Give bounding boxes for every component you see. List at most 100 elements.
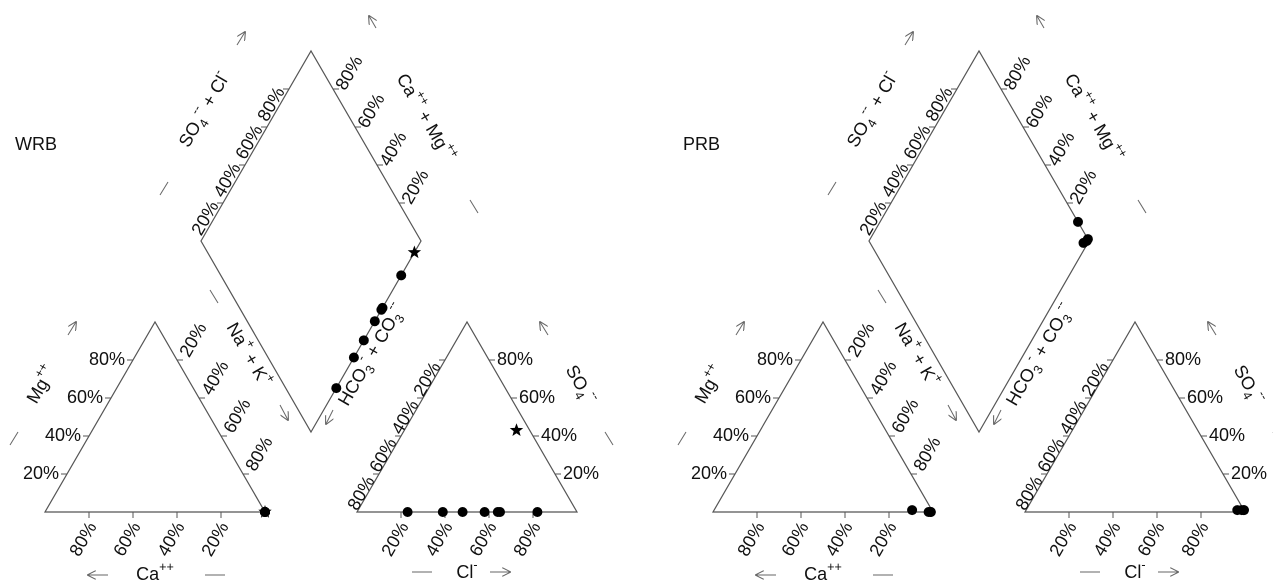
axis-title: SO4-- — [558, 360, 603, 410]
tick-label: 80% — [253, 83, 288, 124]
cation-triangle — [43, 320, 267, 513]
axis-arrow — [369, 16, 376, 29]
diamond-point — [377, 302, 388, 313]
tick-label: 80% — [909, 433, 944, 474]
axis-dash — [677, 431, 687, 446]
tick-label: 40% — [1043, 128, 1078, 169]
panel-label: PRB — [683, 134, 720, 154]
axis-arrow — [1037, 16, 1044, 29]
anion-point — [532, 507, 543, 517]
axis-arrow — [994, 409, 1001, 424]
cation-point — [907, 505, 918, 516]
tick-label: 40% — [713, 425, 749, 445]
tick-label: 60% — [465, 518, 500, 559]
tick-label: 20% — [175, 319, 210, 360]
axis-title: HCO3- + CO3-- — [999, 298, 1080, 411]
tick-label: 20% — [865, 518, 900, 559]
tick-label: 80% — [497, 349, 533, 369]
axis-dash — [469, 199, 479, 214]
tick-label: 80% — [343, 472, 378, 513]
anion-point — [1236, 505, 1247, 516]
tick-label: 80% — [921, 83, 956, 124]
axis-title: Ca++ — [136, 560, 174, 583]
axis-title: SO4-- + Cl- — [171, 67, 237, 153]
tick-label: 60% — [887, 395, 922, 436]
anion-point — [495, 507, 505, 517]
axis-dash — [159, 181, 169, 196]
tick-label: 80% — [241, 433, 276, 474]
tick-label: 40% — [375, 128, 410, 169]
tick-label: 20% — [1077, 358, 1112, 399]
tick-label: 20% — [843, 319, 878, 360]
tick-label: 20% — [187, 197, 222, 238]
tick-label: 20% — [397, 166, 432, 207]
tick-label: 20% — [855, 197, 890, 238]
tick-label: 60% — [899, 121, 934, 162]
tick-label: 60% — [1021, 90, 1056, 131]
tick-label: 80% — [1177, 518, 1212, 559]
anion-triangle — [355, 320, 579, 513]
cation-triangle — [711, 320, 935, 513]
diamond-point — [331, 383, 342, 394]
anion-point — [509, 423, 524, 436]
tick-label: 40% — [421, 518, 456, 559]
anion-point — [437, 507, 448, 517]
tick-label: 20% — [563, 463, 599, 483]
axis-title: HCO3- + CO3-- — [331, 298, 412, 411]
tick-label: 80% — [757, 349, 793, 369]
axis-dash — [604, 431, 614, 446]
tick-label: 40% — [153, 518, 188, 559]
axis-arrow — [67, 322, 76, 336]
axis-arrow — [1208, 322, 1217, 336]
axis-arrow — [540, 322, 549, 336]
axis-title: SO4-- — [1226, 360, 1271, 410]
tick-label: 20% — [1045, 518, 1080, 559]
axis-arrow — [236, 32, 245, 46]
tick-label: 80% — [1165, 349, 1201, 369]
axis-dash — [877, 289, 887, 304]
tick-label: 40% — [541, 425, 577, 445]
tick-label: 20% — [23, 463, 59, 483]
axis-title: Ca++ + Mg++ — [1061, 68, 1130, 165]
anion-triangle — [1023, 320, 1247, 513]
tick-label: 40% — [877, 159, 912, 200]
tick-label: 20% — [1065, 166, 1100, 207]
tick-label: 60% — [353, 90, 388, 131]
axis-title: SO4-- + Cl- — [839, 67, 905, 153]
cation-point — [258, 505, 272, 518]
tick-label: 60% — [219, 395, 254, 436]
diamond-point — [407, 245, 422, 259]
diamond — [200, 49, 422, 434]
tick-label: 20% — [409, 358, 444, 399]
axis-arrow — [947, 404, 956, 420]
diamond-point — [348, 352, 359, 363]
tick-label: 60% — [1133, 518, 1168, 559]
cation-point — [925, 507, 936, 517]
axis-arrow — [279, 404, 288, 420]
tick-label: 60% — [109, 518, 144, 559]
tick-label: 80% — [509, 518, 544, 559]
tick-label: 20% — [691, 463, 727, 483]
tick-label: 40% — [1089, 518, 1124, 559]
tick-label: 60% — [67, 387, 103, 407]
tick-label: 60% — [231, 121, 266, 162]
tick-label: 60% — [777, 518, 812, 559]
tick-label: 20% — [1231, 463, 1267, 483]
diamond-point — [1073, 216, 1083, 227]
tick-label: 80% — [1011, 472, 1046, 513]
tick-label: 40% — [1055, 396, 1090, 437]
tick-label: 80% — [999, 52, 1034, 93]
tick-label: 40% — [197, 357, 232, 398]
tick-label: 80% — [89, 349, 125, 369]
panel-label: WRB — [15, 134, 57, 154]
tick-label: 60% — [519, 387, 555, 407]
axis-arrow — [904, 32, 913, 46]
anion-point — [457, 507, 468, 517]
tick-label: 80% — [65, 518, 100, 559]
tick-label: 40% — [1209, 425, 1245, 445]
tick-label: 40% — [821, 518, 856, 559]
tick-label: 80% — [733, 518, 768, 559]
axis-dash — [1137, 199, 1147, 214]
diamond-point — [396, 270, 407, 281]
